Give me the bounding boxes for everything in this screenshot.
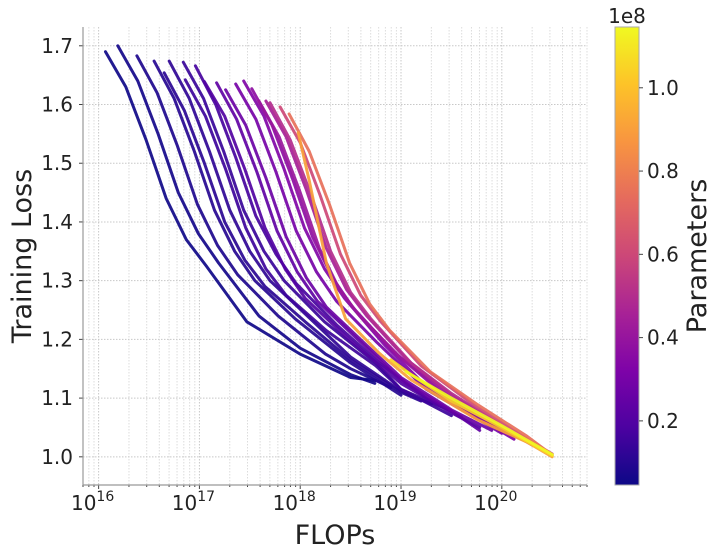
x-tick-label: 1020 [474,489,517,515]
colorbar-tick-label: 0.6 [647,242,679,266]
x-tick-label-exponent: 18 [298,489,316,505]
x-tick-label-exponent: 17 [197,489,215,505]
series-line [296,131,554,459]
series-line [287,112,554,457]
x-axis-label: FLOPs [295,520,376,551]
series-line [116,44,377,385]
x-tick-label-exponent: 20 [500,489,518,505]
y-axis-label: Training Loss [7,169,38,344]
series-line [104,50,378,382]
x-tick-label-base: 10 [172,491,197,515]
y-tick-label: 1.2 [41,327,73,351]
y-tick-label: 1.1 [41,386,73,410]
x-tick-label-base: 10 [474,491,499,515]
series-line [224,88,494,432]
x-tick-label: 1018 [273,489,316,515]
x-tick-label-base: 10 [273,491,298,515]
y-tick-label: 1.4 [41,210,73,234]
colorbar-offset-text: 1e8 [608,4,646,28]
series-line [404,370,554,456]
x-tick-label: 1019 [373,489,416,515]
x-tick-label-base: 10 [373,491,398,515]
series-line [268,101,544,452]
series-line [162,71,423,403]
x-tick-label-exponent: 16 [96,489,114,505]
colorbar-tick-label: 0.4 [647,326,679,350]
y-tick-label: 1.0 [41,445,73,469]
colorbar-tick-label: 0.2 [647,409,679,433]
x-tick-label: 1016 [71,489,114,515]
colorbar-label: Parameters [682,179,713,334]
series-line [278,105,554,456]
colorbar: 1e8 Parameters 0.2 0.4 0.6 0.8 1.0 [608,4,713,486]
series-line [215,81,482,432]
y-tick-label: 1.3 [41,269,73,293]
x-tick-label-base: 10 [71,491,96,515]
series-line [167,59,433,406]
x-tick-label-exponent: 19 [399,489,417,505]
series-line [152,59,403,397]
y-tick-label: 1.6 [41,93,73,117]
colorbar-tick-label: 0.8 [647,159,679,183]
series-line [135,54,393,389]
y-tick-label: 1.7 [41,34,73,58]
series-lines [104,44,554,459]
x-tick-label: 1017 [172,489,215,515]
colorbar-gradient [614,26,640,486]
series-line [202,80,482,429]
y-tick-label: 1.5 [41,151,73,175]
series-line [183,78,453,418]
colorbar-tick-label: 1.0 [647,76,679,100]
